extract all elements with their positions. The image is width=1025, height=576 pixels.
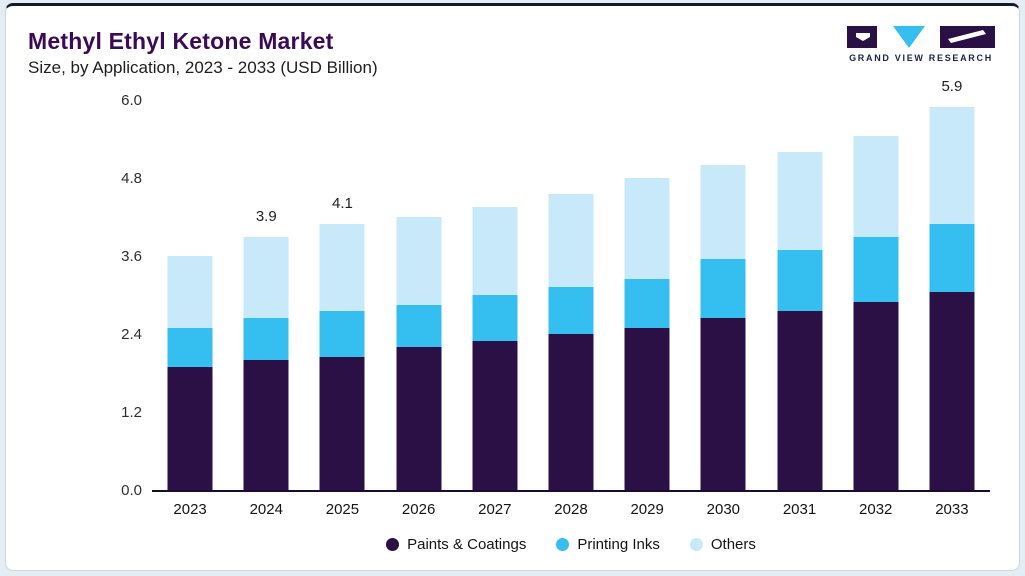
bar-value-label-2024: 3.9	[255, 207, 277, 225]
x-tick-label-2028: 2028	[554, 501, 588, 518]
bar-value-label-2033: 5.9	[941, 77, 963, 95]
x-tick-label-2030: 2030	[706, 501, 741, 518]
bar-column-2025: 4.1 2025	[304, 100, 380, 518]
legend-dot-icon	[386, 538, 400, 551]
legend-dot-icon	[689, 538, 703, 551]
bar-2029	[624, 178, 670, 490]
brand-name: GRAND VIEW RESEARCH	[849, 53, 993, 63]
x-tick-label-2026: 2026	[401, 501, 436, 518]
bar-2031	[777, 152, 823, 490]
logo-flag-slash-icon	[948, 30, 986, 43]
segment-others-2029	[624, 178, 670, 279]
legend: Paints & Coatings Printing Inks Others	[152, 536, 990, 553]
plot-area: Market Size (USD Billion) 0.01.22.43.64.…	[121, 78, 990, 518]
segment-others-2025	[319, 223, 365, 312]
bar-2032	[853, 135, 899, 490]
legend-item-paints-coatings: Paints & Coatings	[386, 536, 526, 553]
segment-paints-coatings-2027	[472, 340, 518, 490]
segment-paints-coatings-2024	[243, 360, 289, 490]
segment-printing-inks-2027	[472, 295, 518, 341]
segment-printing-inks-2031	[777, 249, 823, 312]
x-tick-label-2023: 2023	[173, 501, 207, 518]
y-tick-label-1.2: 1.2	[121, 404, 142, 421]
bar-column-2023: 2023	[152, 100, 228, 518]
segment-paints-coatings-2028	[548, 334, 594, 490]
segment-printing-inks-2025	[319, 311, 365, 357]
segment-printing-inks-2032	[853, 236, 899, 302]
segment-others-2024	[243, 236, 289, 318]
x-tick-label-2032: 2032	[859, 501, 893, 518]
segment-paints-coatings-2029	[624, 327, 670, 490]
y-tick-label-2.4: 2.4	[121, 326, 142, 343]
segment-others-2026	[396, 217, 442, 305]
logo-square-notch-icon	[856, 33, 870, 41]
bar-column-2027: 2027	[457, 100, 533, 518]
bar-2028	[548, 194, 594, 490]
chart-card: Methyl Ethyl Ketone Market Size, by Appl…	[5, 3, 1020, 571]
segment-printing-inks-2033	[929, 223, 975, 292]
segment-paints-coatings-2032	[853, 301, 899, 490]
x-tick-label-2033: 2033	[935, 501, 969, 518]
segment-paints-coatings-2026	[396, 347, 442, 490]
y-tick-label-3.6: 3.6	[121, 248, 142, 265]
segment-printing-inks-2023	[167, 327, 213, 367]
page-title: Methyl Ethyl Ketone Market	[28, 28, 334, 54]
bar-2024	[243, 236, 289, 490]
bar-column-2033: 5.9 2033	[914, 78, 990, 518]
legend-label: Printing Inks	[577, 536, 660, 553]
bar-2023	[167, 256, 213, 490]
segment-others-2030	[700, 165, 746, 260]
segment-printing-inks-2028	[548, 287, 594, 334]
bar-column-2029: 2029	[609, 100, 685, 518]
legend-label: Paints & Coatings	[407, 536, 527, 553]
bar-column-2024: 3.9 2024	[228, 100, 304, 518]
x-tick-label-2031: 2031	[782, 501, 817, 518]
segment-printing-inks-2030	[700, 259, 746, 318]
bar-column-2031: 2031	[761, 100, 837, 518]
segment-paints-coatings-2033	[929, 291, 975, 490]
bar-2027	[472, 207, 518, 490]
legend-item-others: Others	[689, 536, 756, 553]
x-tick-label-2029: 2029	[630, 501, 664, 518]
y-tick-label-0.0: 0.0	[121, 482, 142, 499]
legend-item-printing-inks: Printing Inks	[556, 536, 660, 553]
segment-others-2023	[167, 256, 213, 328]
bar-column-2030: 2030	[685, 100, 761, 518]
segment-printing-inks-2024	[243, 317, 289, 360]
bar-column-2026: 2026	[381, 100, 457, 518]
segment-paints-coatings-2023	[167, 366, 213, 490]
segment-paints-coatings-2030	[700, 317, 746, 490]
segment-others-2028	[548, 194, 594, 288]
segment-others-2032	[853, 135, 899, 237]
bar-2025	[319, 223, 365, 490]
x-tick-label-2027: 2027	[478, 501, 512, 518]
y-tick-label-4.8: 4.8	[121, 170, 142, 187]
segment-paints-coatings-2025	[319, 356, 365, 490]
segment-others-2027	[472, 207, 518, 295]
segment-others-2031	[777, 152, 823, 250]
segment-paints-coatings-2031	[777, 311, 823, 490]
y-tick-label-6.0: 6.0	[121, 92, 142, 109]
brand-logo-mark-icon	[847, 26, 995, 48]
bar-2033	[929, 106, 975, 490]
bar-2030	[700, 165, 746, 490]
segment-printing-inks-2029	[624, 278, 670, 328]
segment-others-2033	[929, 106, 975, 224]
legend-dot-icon	[556, 538, 570, 551]
segment-printing-inks-2026	[396, 304, 442, 347]
bar-2026	[396, 217, 442, 490]
x-tick-label-2024: 2024	[249, 501, 283, 518]
page-subtitle: Size, by Application, 2023 - 2033 (USD B…	[28, 58, 378, 77]
brand-logo: GRAND VIEW RESEARCH	[847, 26, 995, 63]
bar-column-2028: 2028	[533, 100, 609, 518]
bar-value-label-2025: 4.1	[332, 194, 353, 212]
legend-label: Others	[710, 536, 756, 553]
bar-column-2032: 2032	[838, 100, 914, 518]
x-tick-label-2025: 2025	[325, 501, 360, 518]
logo-triangle-icon	[893, 26, 925, 48]
